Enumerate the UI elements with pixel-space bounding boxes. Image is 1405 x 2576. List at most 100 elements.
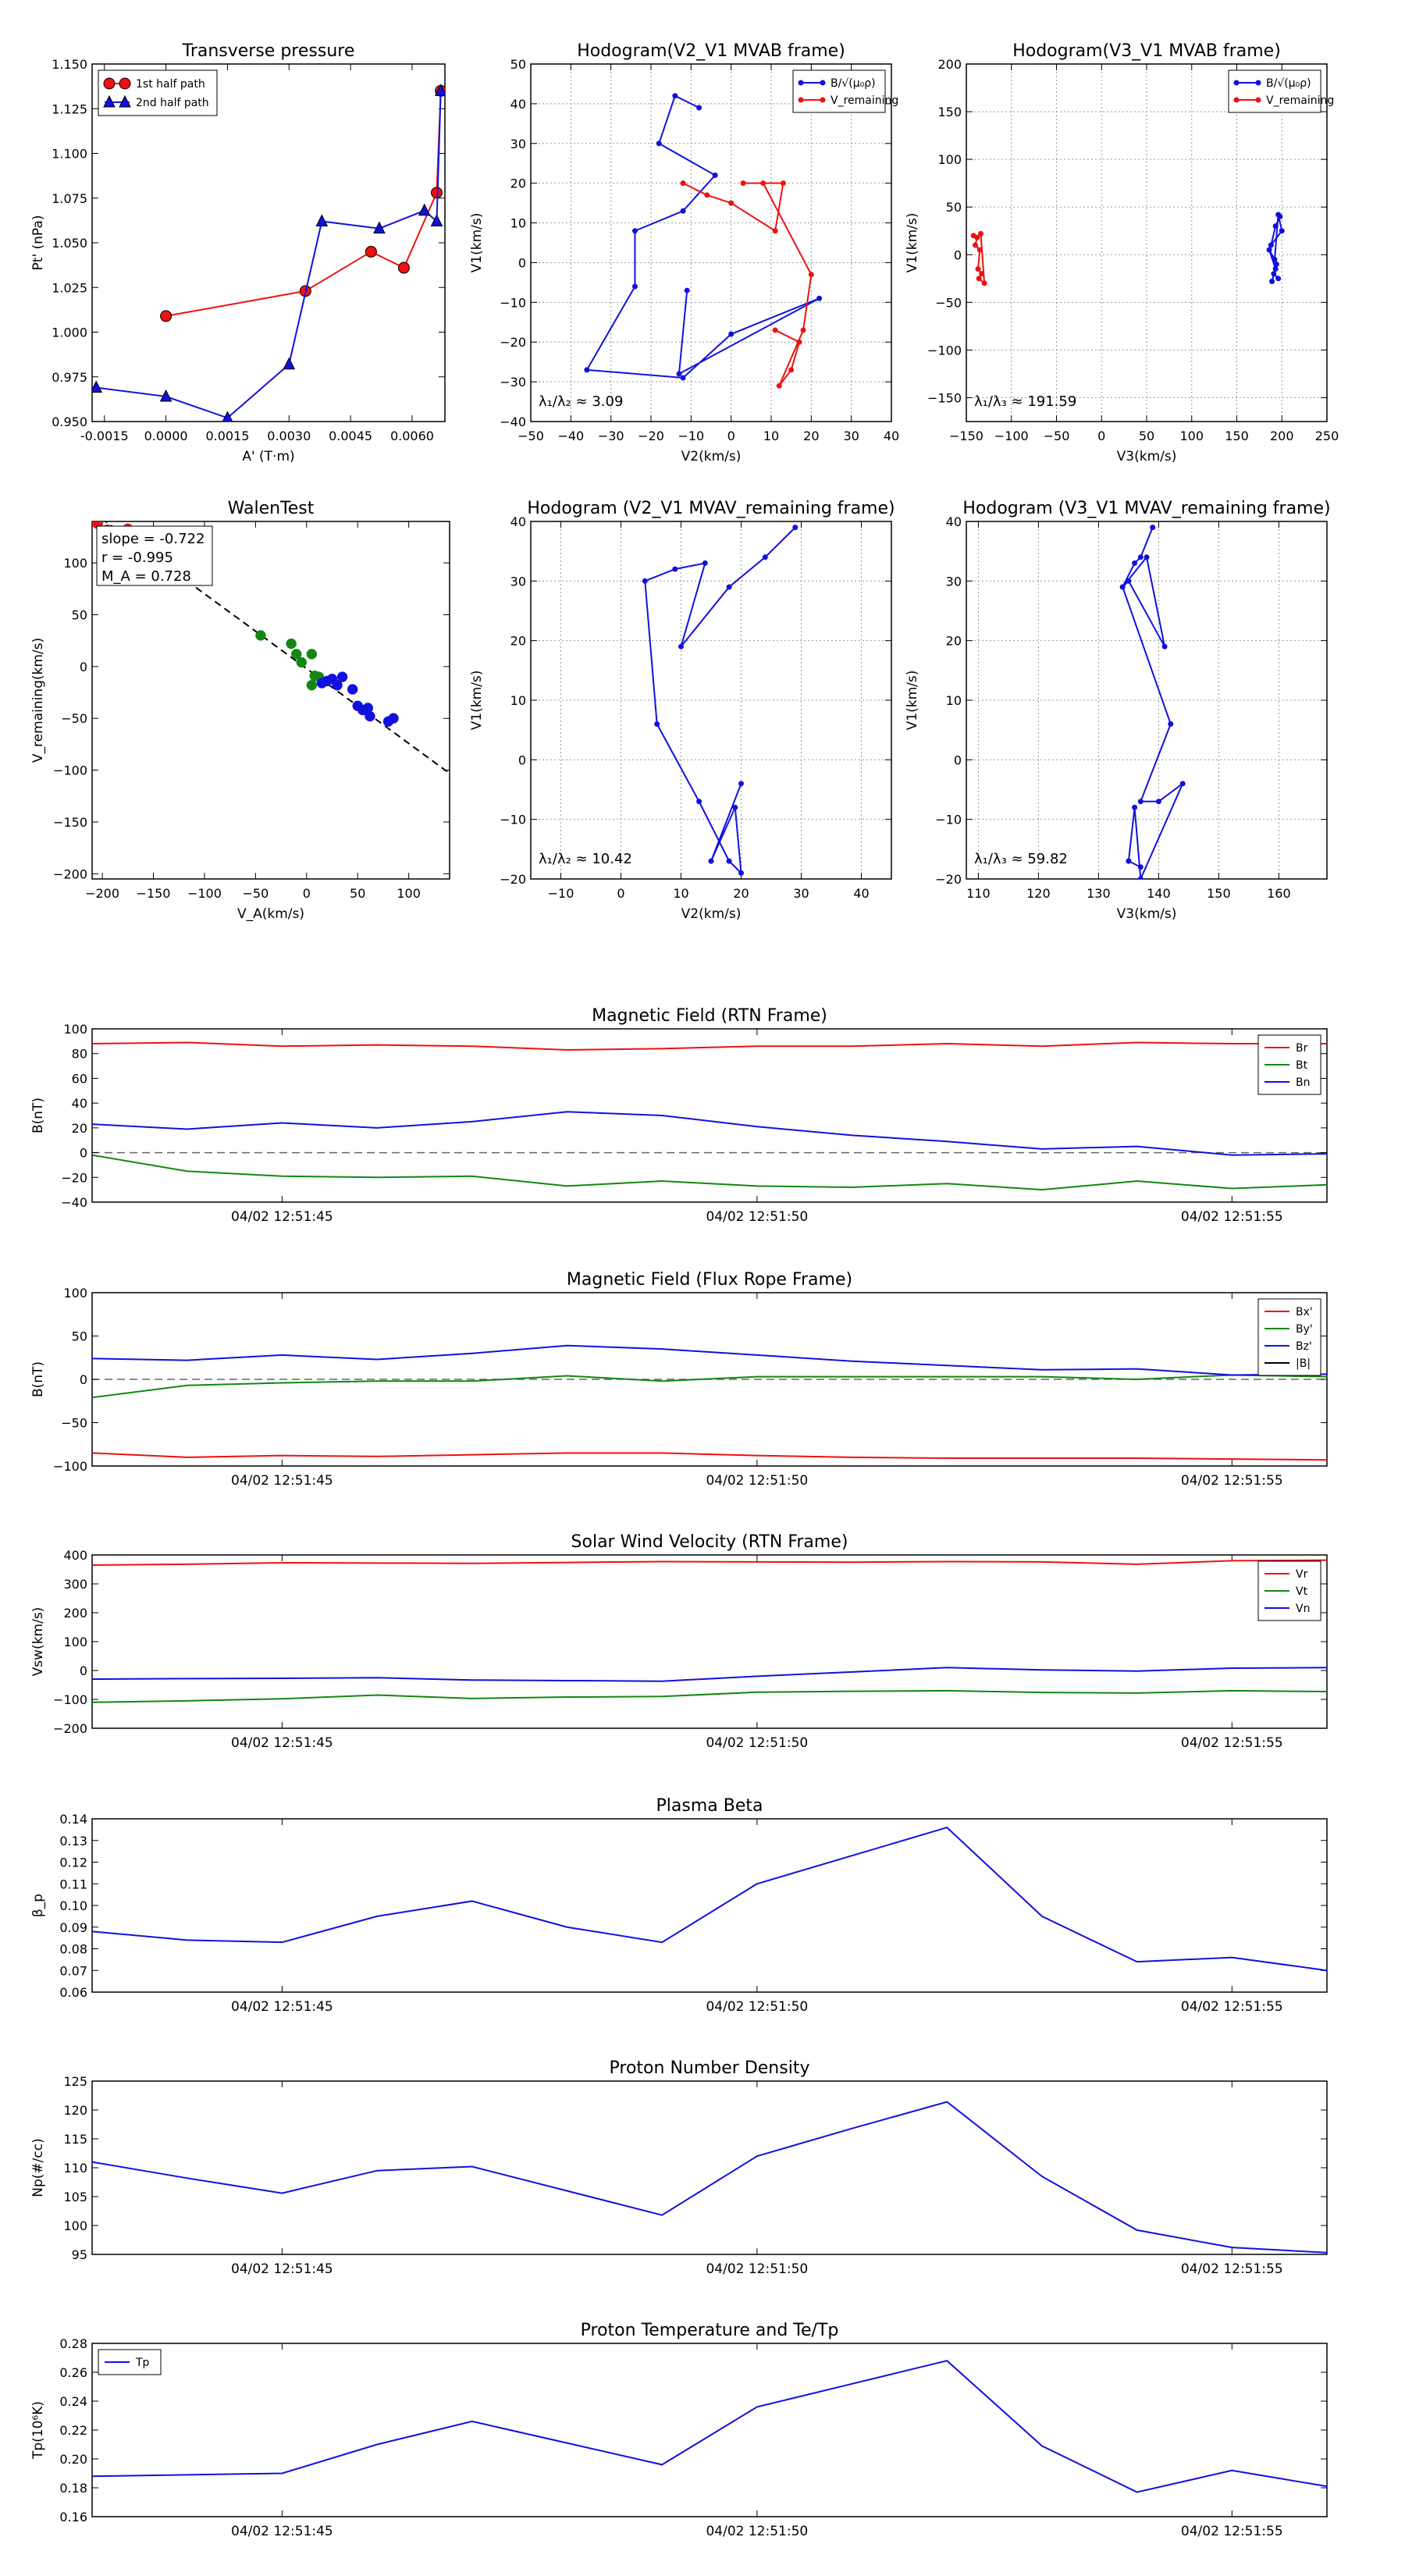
data-point — [680, 208, 686, 214]
legend-marker — [103, 94, 116, 108]
data-point — [1168, 721, 1174, 728]
chart-pt: Transverse pressure -0.0015 0.0000 0.0015 0.… — [30, 41, 446, 464]
data-point — [160, 310, 173, 322]
chart-title: Hodogram (V3_V1 MVAV_remaining frame) — [962, 499, 1330, 518]
y-tick-label: 120 — [63, 2103, 87, 2118]
y-tick-label: 1.125 — [52, 101, 87, 116]
y-axis-label: V1(km/s) — [469, 213, 485, 273]
data-point — [584, 367, 590, 373]
y-tick-label: 60 — [72, 1071, 87, 1086]
data-point — [976, 247, 983, 253]
plot-frame — [91, 521, 450, 880]
y-tick-label: −50 — [935, 295, 962, 310]
x-axis-label: V2(km/s) — [681, 906, 742, 922]
y-tick-label: −100 — [53, 1692, 87, 1707]
y-tick-label: 0.18 — [59, 2481, 87, 2496]
plot-area — [92, 1041, 1327, 1191]
legend: 1st half path 2nd half path — [98, 69, 218, 116]
y-tick-label: 150 — [937, 105, 962, 119]
lambda-annotation: λ₁/λ₂ ≈ 10.42 — [539, 851, 632, 867]
legend-label: 1st half path — [136, 78, 205, 91]
series-line-Bt — [92, 1154, 1327, 1191]
x-tick-label: 04/02 12:51:50 — [706, 1209, 808, 1225]
data-point — [283, 357, 296, 370]
series-line-2nd half path — [96, 91, 442, 419]
x-tick-label: 04/02 12:51:55 — [1181, 1209, 1283, 1225]
data-point — [296, 656, 308, 668]
chart-title: Plasma Beta — [656, 1796, 763, 1816]
legend-label: By' — [1296, 1323, 1313, 1336]
y-tick-label: 0 — [954, 753, 962, 767]
series-line-path — [1122, 527, 1185, 879]
y-tick-label: 100 — [63, 556, 87, 571]
chart-walen: WalenTest −200 −150 −100 −50 0 50 100 −200 −150 −1… — [30, 499, 450, 922]
plot-frame — [530, 63, 892, 422]
y-tick-label: −200 — [53, 1721, 87, 1736]
y-tick-label: 100 — [63, 1022, 87, 1037]
y-tick-label: 125 — [63, 2074, 87, 2089]
chart-title: Proton Temperature and Te/Tp — [581, 2321, 839, 2340]
y-tick-label: 1.100 — [52, 147, 87, 162]
y-tick-label: 0.22 — [59, 2423, 87, 2438]
legend-label: Br — [1296, 1042, 1308, 1055]
x-tick-label: 04/02 12:51:55 — [1181, 1473, 1283, 1489]
y-tick-label: 40 — [510, 97, 526, 112]
y-tick-label: 0 — [518, 753, 526, 767]
x-tick-label: 120 — [1026, 886, 1051, 901]
x-tick-label: 04/02 12:51:55 — [1181, 2261, 1283, 2277]
x-tick-label: 50 — [1139, 429, 1154, 443]
plot-area — [92, 2360, 1327, 2493]
series-line-Tp — [92, 2360, 1327, 2493]
legend: B/√(μ₀ρ) V_remaining — [1228, 69, 1334, 113]
x-tick-label: 10 — [763, 429, 779, 443]
plot-area — [584, 93, 823, 389]
y-tick-label: 0 — [80, 1146, 87, 1161]
x-tick-label: −200 — [85, 886, 119, 901]
series-line-Bn — [92, 1111, 1327, 1156]
legend-marker — [1255, 97, 1261, 103]
data-point — [702, 560, 708, 566]
x-tick-label: 04/02 12:51:45 — [231, 2524, 333, 2539]
data-point — [708, 858, 714, 864]
plot-frame — [91, 2080, 1328, 2255]
lambda-annotation: λ₁/λ₃ ≈ 191.59 — [974, 393, 1076, 410]
data-point — [726, 584, 732, 590]
chart-h4: Hodogram (V3_V1 MVAV_remaining frame) 110… — [905, 499, 1331, 922]
data-point — [1272, 223, 1279, 229]
y-tick-label: 10 — [510, 693, 526, 708]
data-point — [1137, 876, 1144, 879]
data-point — [792, 525, 799, 531]
y-tick-label: −50 — [61, 711, 87, 726]
data-point — [678, 643, 684, 649]
data-point — [1126, 578, 1132, 584]
x-tick-label: −20 — [638, 429, 664, 443]
y-tick-label: −10 — [500, 295, 526, 310]
data-point — [347, 684, 358, 695]
y-tick-label: 0 — [80, 1372, 87, 1387]
y-tick-label: 1.050 — [52, 236, 87, 251]
y-axis-label: V_remaining(km/s) — [30, 638, 46, 763]
chart-h2: Hodogram(V3_V1 MVAB frame) −150 −100 −50 0 50… — [905, 41, 1339, 464]
x-tick-label: 150 — [1207, 886, 1231, 901]
legend-marker — [119, 94, 131, 108]
y-tick-label: 50 — [72, 1329, 87, 1344]
data-point — [286, 638, 297, 649]
stats-box — [96, 525, 213, 586]
data-point — [981, 280, 987, 286]
y-tick-label: 100 — [63, 1286, 87, 1300]
data-point — [672, 566, 678, 572]
data-point — [92, 380, 103, 393]
y-tick-label: −150 — [53, 815, 87, 830]
data-point — [1137, 864, 1144, 870]
x-tick-label: 04/02 12:51:50 — [706, 2261, 808, 2277]
series-line-1st half path — [165, 91, 442, 317]
y-tick-label: 20 — [510, 176, 526, 191]
y-tick-label: 0.14 — [59, 1812, 87, 1827]
chart-h3: Hodogram (V2_V1 MVAV_remaining frame) −10… — [469, 499, 895, 922]
legend-label: |B| — [1296, 1357, 1311, 1370]
legend-marker — [1233, 97, 1240, 103]
data-point — [315, 214, 329, 227]
y-tick-label: 1.025 — [52, 280, 87, 295]
y-tick-label: 200 — [937, 57, 962, 72]
